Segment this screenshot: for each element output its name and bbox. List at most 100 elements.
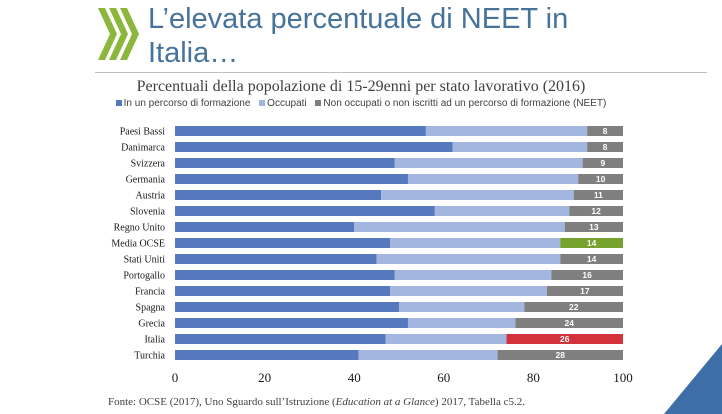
category-label-stati-uniti: Stati Uniti [124, 255, 166, 266]
bar-danimarca-education [175, 142, 453, 152]
category-label-germania: Germania [126, 175, 166, 186]
x-tick-label-100: 100 [613, 370, 633, 385]
bar-regno-unito-neet [564, 222, 623, 232]
bar-francia-education [175, 286, 391, 296]
bar-danimarca-neet [587, 142, 623, 152]
x-tick-label-0: 0 [172, 370, 179, 385]
category-label-paesi-bassi: Paesi Bassi [120, 127, 166, 138]
legend-swatch-employed [259, 100, 266, 106]
bar-stati-uniti-neet [560, 254, 623, 264]
bar-stati-uniti-employed [376, 254, 561, 264]
bar-portogallo-employed [394, 270, 552, 280]
bar-turchia-education [175, 350, 359, 360]
data-label-neet-austria: 11 [594, 190, 603, 200]
bar-paesi-bassi-neet [587, 126, 623, 136]
x-tick-label-80: 80 [527, 370, 540, 385]
bar-spagna-education [175, 302, 399, 312]
legend-swatch-neet [315, 100, 322, 106]
bar-paesi-bassi-education [175, 126, 426, 136]
bar-germania-employed [407, 174, 579, 184]
oecd-logo [98, 8, 139, 60]
x-tick-label-40: 40 [348, 370, 361, 385]
data-label-neet-turchia: 28 [556, 350, 566, 360]
bar-svizzera-neet [582, 158, 623, 168]
stacked-bar-chart: Paesi Bassi 8 Danimarca 8 Svizzera 9 Germania 1… [111, 126, 633, 385]
title-divider [95, 72, 707, 73]
legend-item-education: In un percorso di formazione [115, 98, 251, 109]
category-label-danimarca: Danimarca [121, 143, 165, 154]
bar-italia-education [175, 334, 386, 344]
source-note: Fonte: OCSE (2017), Uno Sguardo sull’Ist… [108, 396, 525, 408]
bar-portogallo-education [175, 270, 395, 280]
bar-germania-education [175, 174, 408, 184]
bar-svizzera-education [175, 158, 395, 168]
corner-decoration [664, 344, 722, 414]
bar-francia-neet [546, 286, 623, 296]
x-tick-label-60: 60 [437, 370, 450, 385]
data-label-neet-regno-unito: 13 [589, 222, 599, 232]
data-label-neet-spagna: 22 [569, 302, 579, 312]
bar-austria-neet [573, 190, 623, 200]
bar-stati-uniti-education [175, 254, 377, 264]
slide-title-line-1: L’elevata percentuale di NEET in [148, 3, 569, 35]
bar-germania-neet [578, 174, 623, 184]
category-label-svizzera: Svizzera [131, 159, 166, 170]
bar-slovenia-neet [569, 206, 623, 216]
category-label-slovenia: Slovenia [130, 207, 166, 218]
data-label-neet-paesi-bassi: 8 [603, 126, 608, 136]
bar-slovenia-employed [434, 206, 570, 216]
category-label-austria: Austria [136, 191, 166, 202]
data-label-neet-portogallo: 16 [582, 270, 592, 280]
bar-austria-education [175, 190, 382, 200]
legend-item-employed: Occupati [259, 98, 307, 109]
x-tick-label-20: 20 [258, 370, 271, 385]
bar-spagna-employed [399, 302, 525, 312]
bar-grecia-employed [407, 318, 516, 328]
data-label-neet-media-ocse: 14 [587, 238, 597, 248]
category-label-media-ocse: Media OCSE [111, 239, 165, 250]
bar-turchia-neet [497, 350, 623, 360]
category-label-portogallo: Portogallo [123, 271, 165, 282]
bar-regno-unito-education [175, 222, 355, 232]
bar-italia-neet [506, 334, 623, 344]
slide-title-line-2: Italia… [148, 37, 239, 69]
data-label-neet-slovenia: 12 [591, 206, 601, 216]
data-label-neet-italia: 26 [560, 334, 570, 344]
legend-label-employed: Occupati [267, 98, 307, 109]
source-prefix: Fonte: OCSE (2017), Uno Sguardo sull’Ist… [108, 396, 336, 408]
legend-swatch-education [115, 100, 122, 106]
data-label-neet-stati-uniti: 14 [587, 254, 597, 264]
bar-spagna-neet [524, 302, 623, 312]
data-label-neet-germania: 10 [596, 174, 606, 184]
source-suffix: ) 2017, Tabella c5.2. [434, 396, 525, 408]
bar-grecia-neet [515, 318, 623, 328]
bar-grecia-education [175, 318, 408, 328]
bar-danimarca-employed [452, 142, 588, 152]
legend-item-neet: Non occupati o non iscritti ad un percor… [315, 98, 606, 109]
legend-label-education: In un percorso di formazione [123, 98, 251, 109]
category-label-francia: Francia [135, 287, 166, 298]
bar-italia-employed [385, 334, 507, 344]
bar-media-ocse-employed [390, 238, 561, 248]
data-label-neet-svizzera: 9 [600, 158, 605, 168]
bar-portogallo-neet [551, 270, 623, 280]
bar-regno-unito-employed [354, 222, 565, 232]
source-italic: Education at a Glance [335, 396, 435, 408]
bar-media-ocse-education [175, 238, 391, 248]
category-label-grecia: Grecia [138, 319, 165, 330]
data-label-neet-grecia: 24 [565, 318, 575, 328]
bar-slovenia-education [175, 206, 435, 216]
bar-turchia-employed [358, 350, 498, 360]
bar-francia-employed [390, 286, 547, 296]
bar-media-ocse-neet [560, 238, 623, 248]
category-label-italia: Italia [144, 335, 165, 346]
category-label-regno-unito: Regno Unito [114, 223, 165, 234]
data-label-neet-francia: 17 [580, 286, 590, 296]
chart-title: Percentuali della popolazione di 15-29en… [136, 78, 586, 95]
chart-legend: In un percorso di formazione Occupati No… [0, 98, 722, 109]
bar-svizzera-employed [394, 158, 583, 168]
category-label-spagna: Spagna [136, 303, 166, 314]
bar-paesi-bassi-employed [425, 126, 588, 136]
data-label-neet-danimarca: 8 [603, 142, 608, 152]
category-label-turchia: Turchia [134, 351, 165, 362]
